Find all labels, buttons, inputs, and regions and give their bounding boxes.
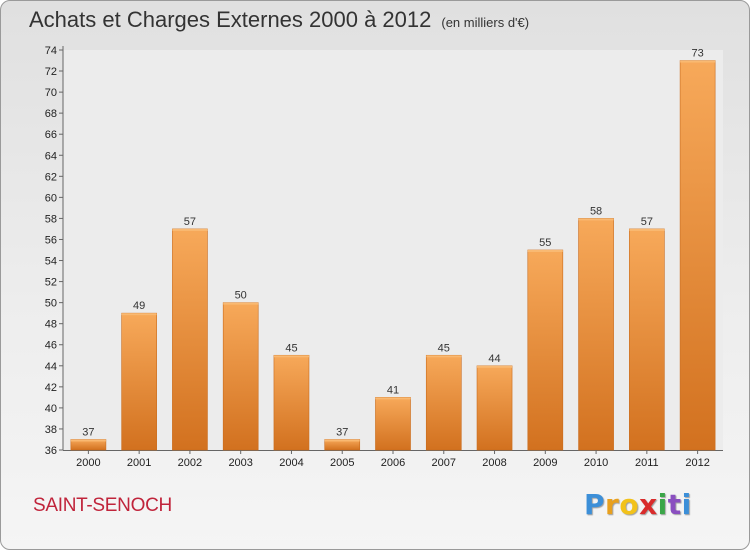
bar-top-highlight [121, 313, 157, 316]
data-label-2006: 41 [387, 384, 399, 396]
bar-top-highlight [273, 355, 309, 358]
y-tick-label: 68 [45, 108, 57, 120]
data-label-2009: 55 [539, 237, 551, 249]
bar-top-highlight [527, 250, 563, 252]
y-tick-label: 60 [45, 192, 57, 204]
chart-title-text: Achats et Charges Externes 2000 à 2012 [29, 7, 432, 32]
data-label-2005: 37 [336, 426, 348, 438]
y-tick-label: 72 [45, 66, 57, 78]
bar-top-highlight [629, 228, 665, 231]
bar-2009 [527, 249, 564, 451]
bar-top-highlight [324, 439, 360, 442]
y-tick-label: 54 [45, 256, 57, 268]
y-tick-label: 38 [45, 424, 57, 436]
bar-2006 [375, 397, 411, 451]
x-tick-label-2006: 2006 [381, 457, 405, 469]
y-tick-label: 48 [45, 319, 57, 331]
chart-subtitle: (en milliers d'€) [441, 15, 530, 30]
logo-letter: r [605, 488, 620, 521]
x-tick-label-2001: 2001 [127, 457, 151, 469]
bar-2004 [273, 354, 310, 451]
bar-2007 [425, 354, 462, 451]
y-tick-label: 66 [45, 129, 57, 141]
bar-top-highlight [375, 397, 411, 400]
x-tick-label-2000: 2000 [76, 457, 100, 469]
bar-top-highlight [426, 355, 462, 358]
x-tick-label-2008: 2008 [482, 457, 506, 469]
bar-2011 [629, 228, 665, 451]
bar-top-highlight [172, 228, 208, 231]
bar-2012 [679, 60, 716, 451]
y-tick-label: 56 [45, 234, 57, 246]
logo-letter: i [681, 488, 692, 521]
data-label-2010: 58 [590, 205, 602, 217]
y-tick-label: 36 [45, 445, 57, 457]
x-tick-label-2007: 2007 [432, 457, 456, 469]
x-tick-label-2005: 2005 [330, 457, 354, 469]
bar-top-highlight [680, 60, 716, 63]
data-label-2003: 50 [235, 290, 247, 302]
logo-letter: o [619, 488, 640, 521]
data-label-2002: 57 [184, 216, 196, 228]
bar-top-highlight [578, 218, 614, 221]
bar-2001 [121, 312, 157, 451]
chart-title: Achats et Charges Externes 2000 à 2012 (e… [29, 7, 529, 33]
x-tick-label-2012: 2012 [685, 457, 709, 469]
y-tick-label: 42 [45, 382, 57, 394]
bar-2002 [172, 228, 208, 451]
x-tick-label-2003: 2003 [228, 457, 252, 469]
x-tick-label-2004: 2004 [279, 457, 303, 469]
bar-top-highlight [70, 439, 106, 442]
bar-top-highlight [223, 302, 259, 305]
y-tick-label: 74 [45, 45, 57, 57]
logo-letter: i [657, 488, 668, 521]
proxiti-logo: Proxiti [584, 488, 692, 521]
logo-letter: t [667, 488, 682, 521]
location-name: SAINT-SENOCH [33, 495, 172, 516]
y-tick-label: 62 [45, 171, 57, 183]
data-label-2000: 37 [82, 426, 94, 438]
bar-top-highlight [477, 365, 513, 368]
y-tick-label: 58 [45, 213, 57, 225]
y-tick-label: 52 [45, 277, 57, 289]
y-tick-label: 40 [45, 403, 57, 415]
data-label-2012: 73 [691, 48, 703, 60]
logo-letter: x [639, 488, 658, 521]
y-tick-label: 50 [45, 298, 57, 310]
data-label-2008: 44 [488, 353, 500, 365]
data-label-2007: 45 [438, 342, 450, 354]
y-tick-label: 46 [45, 340, 57, 352]
data-label-2004: 45 [285, 342, 297, 354]
y-tick-label: 44 [45, 361, 57, 373]
y-tick-label: 64 [45, 150, 57, 162]
x-tick-label-2009: 2009 [533, 457, 557, 469]
logo-letter: P [584, 488, 606, 521]
data-label-2001: 49 [133, 300, 145, 312]
y-tick-label: 70 [45, 87, 57, 99]
x-tick-label-2010: 2010 [584, 457, 608, 469]
bar-2010 [578, 218, 614, 451]
bar-2003 [222, 302, 259, 451]
x-tick-label-2011: 2011 [635, 457, 659, 469]
bar-2008 [476, 365, 513, 451]
data-label-2011: 57 [641, 216, 653, 228]
x-tick-label-2002: 2002 [178, 457, 202, 469]
